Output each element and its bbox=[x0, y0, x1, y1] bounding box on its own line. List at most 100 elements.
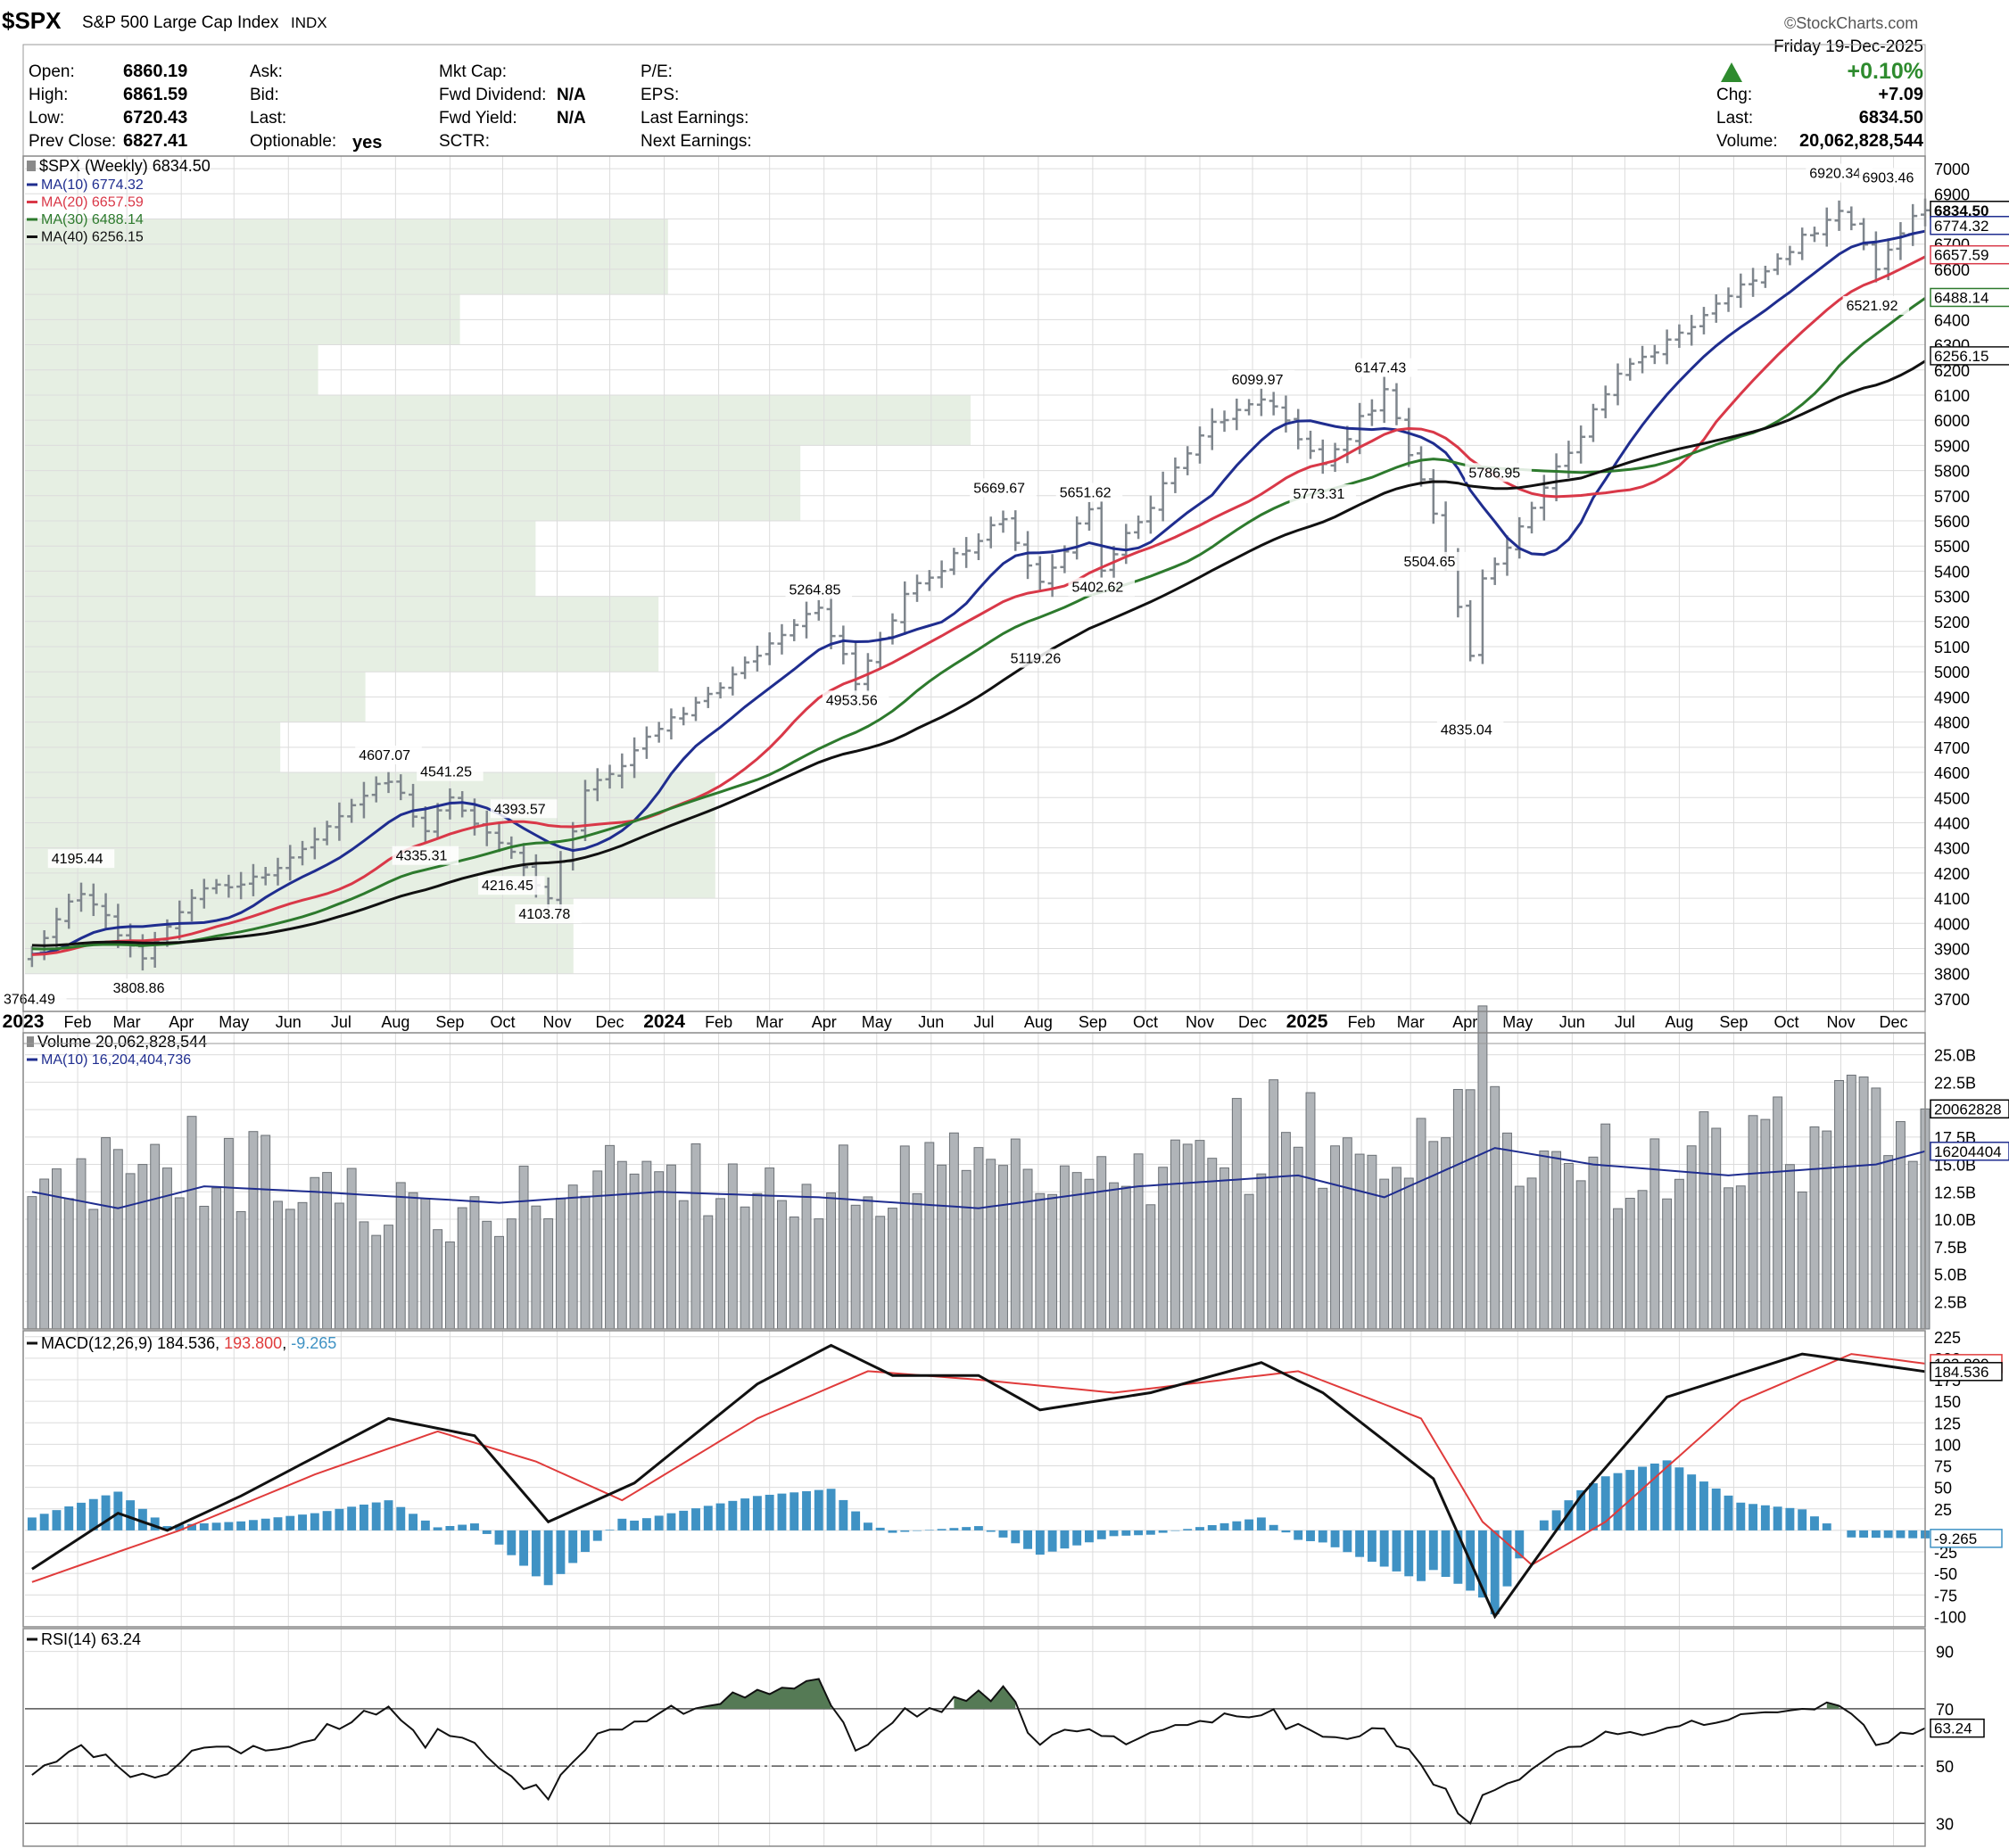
price-annotation: 6903.46 bbox=[1858, 168, 1925, 187]
macd-value-tag-label: 184.536 bbox=[1934, 1364, 1988, 1381]
macd-histogram-bar bbox=[962, 1527, 971, 1530]
volume-ma-legend: MA(10) 16,204,404,736 bbox=[41, 1052, 191, 1068]
rsi-panel: RSI(14) 63.24 30 50 70 90 63.24 bbox=[22, 1629, 1985, 1846]
volume-bar bbox=[1035, 1192, 1046, 1330]
price-tick-label: 6900 bbox=[1934, 186, 1970, 203]
price-tick-label: 5200 bbox=[1934, 614, 1970, 631]
volume-bar bbox=[616, 1160, 627, 1330]
annotation-label: 4216.45 bbox=[482, 879, 533, 894]
x-tick-label: Feb bbox=[64, 1013, 92, 1031]
macd-tick-label: 225 bbox=[1934, 1329, 1961, 1347]
volume-bar bbox=[469, 1196, 480, 1330]
volume-bar bbox=[1145, 1204, 1156, 1330]
volume-bar bbox=[973, 1147, 984, 1330]
price-tick-label: 3800 bbox=[1934, 966, 1970, 984]
x-tick-label: Dec bbox=[1238, 1013, 1267, 1031]
x-tick-label: Dec bbox=[596, 1013, 624, 1031]
x-tick-label: Jul bbox=[331, 1013, 351, 1031]
volume-y-axis: 2.5B5.0B7.5B10.0B12.5B15.0B17.5B20.0B22.… bbox=[1930, 1047, 2009, 1311]
volume-bar bbox=[1330, 1145, 1341, 1330]
macd-histogram-bar bbox=[752, 1496, 762, 1530]
macd-histogram-bar bbox=[199, 1523, 209, 1530]
volume-bar bbox=[1416, 1118, 1426, 1330]
macd-histogram-bar bbox=[273, 1517, 283, 1530]
macd-histogram-bar bbox=[1871, 1530, 1881, 1539]
volume-bar bbox=[924, 1142, 935, 1330]
volume-ma-line bbox=[31, 1147, 1926, 1209]
macd-histogram-bar bbox=[1551, 1510, 1561, 1530]
macd-histogram-bar bbox=[137, 1508, 147, 1530]
macd-histogram-bar bbox=[1207, 1525, 1217, 1530]
macd-histogram-bar bbox=[1392, 1530, 1401, 1572]
macd-histogram-bar bbox=[531, 1530, 541, 1577]
volume-bar bbox=[137, 1164, 148, 1330]
volume-bar bbox=[334, 1202, 344, 1330]
annotation-box bbox=[355, 746, 422, 765]
price-annotation: 4541.25 bbox=[417, 762, 484, 781]
volume-bar bbox=[76, 1158, 87, 1330]
macd-histogram-bar bbox=[298, 1514, 307, 1530]
volume-tick-label: 12.5B bbox=[1934, 1184, 1976, 1201]
macd-histogram-bar bbox=[409, 1514, 418, 1530]
macd-histogram-bar bbox=[654, 1515, 664, 1530]
eps-label: EPS: bbox=[641, 86, 680, 104]
price-annotation: 5504.65 bbox=[1400, 551, 1467, 571]
macd-value-tag-label: -9.265 bbox=[1934, 1530, 1977, 1547]
macd-histogram-bar bbox=[27, 1517, 37, 1530]
price-annotation: 5402.62 bbox=[1068, 577, 1135, 597]
macd-histogram-bar bbox=[543, 1530, 553, 1586]
volume-bar bbox=[875, 1216, 886, 1330]
macd-histogram-bar bbox=[1035, 1530, 1045, 1555]
price-tick-label: 4800 bbox=[1934, 714, 1970, 732]
next-earnings-label: Next Earnings: bbox=[641, 132, 752, 151]
price-value-tag bbox=[1930, 244, 2009, 265]
macd-histogram-bar bbox=[900, 1530, 910, 1532]
price-annotation: 6147.43 bbox=[1351, 358, 1418, 377]
macd-histogram-bar bbox=[396, 1506, 406, 1530]
volume-bar bbox=[150, 1143, 161, 1330]
volume-title: Volume 20,062,828,544 bbox=[37, 1033, 207, 1051]
x-tick-label: Jul bbox=[1615, 1013, 1635, 1031]
price-annotation: 4953.56 bbox=[822, 690, 889, 710]
volume-bar bbox=[211, 1187, 222, 1330]
price-tick-label: 5800 bbox=[1934, 463, 1970, 481]
price-annotation: 4835.04 bbox=[1436, 720, 1504, 739]
price-tick-label: 5700 bbox=[1934, 488, 1970, 506]
macd-tick-label: 100 bbox=[1934, 1436, 1961, 1454]
price-annotation: 3764.49 bbox=[0, 989, 67, 1009]
x-tick-label: Apr bbox=[169, 1013, 194, 1031]
macd-histogram-bar bbox=[445, 1525, 455, 1530]
macd-histogram-bar bbox=[347, 1506, 357, 1530]
volume-bar bbox=[51, 1168, 62, 1330]
macd-tick-label: -100 bbox=[1934, 1608, 1966, 1626]
volume-bar bbox=[678, 1200, 689, 1330]
volume-bar bbox=[1846, 1074, 1856, 1330]
x-tick-label: May bbox=[219, 1013, 249, 1031]
volume-bar bbox=[1441, 1137, 1451, 1330]
macd-histogram-bar bbox=[1306, 1530, 1315, 1541]
volume-bar bbox=[285, 1209, 295, 1330]
x-tick-label: Nov bbox=[1827, 1013, 1856, 1031]
volume-bar bbox=[703, 1215, 714, 1330]
volume-bar bbox=[740, 1206, 750, 1330]
volume-bar bbox=[1010, 1138, 1021, 1330]
volume-bar bbox=[531, 1205, 542, 1330]
price-annotation: 5119.26 bbox=[1006, 648, 1074, 668]
volume-bar bbox=[1662, 1198, 1673, 1330]
macd-histogram-bar bbox=[666, 1513, 676, 1530]
annotation-label: 4607.07 bbox=[359, 748, 410, 763]
macd-histogram-bar bbox=[1417, 1530, 1426, 1581]
volume-bar bbox=[395, 1182, 406, 1330]
legend-entry: MA(30) 6488.14 bbox=[41, 212, 144, 227]
volume-bar bbox=[125, 1173, 136, 1330]
price-annotation: 4607.07 bbox=[355, 746, 422, 765]
volume-bar bbox=[1907, 1160, 1918, 1330]
annotation-box bbox=[1400, 551, 1467, 571]
macd-histogram-bar bbox=[1318, 1530, 1327, 1543]
volume-bar bbox=[863, 1196, 873, 1330]
volume-bar bbox=[1773, 1096, 1783, 1330]
annotation-label: 4835.04 bbox=[1441, 723, 1492, 738]
macd-histogram-bar bbox=[1613, 1473, 1623, 1530]
volume-bar bbox=[666, 1164, 676, 1330]
